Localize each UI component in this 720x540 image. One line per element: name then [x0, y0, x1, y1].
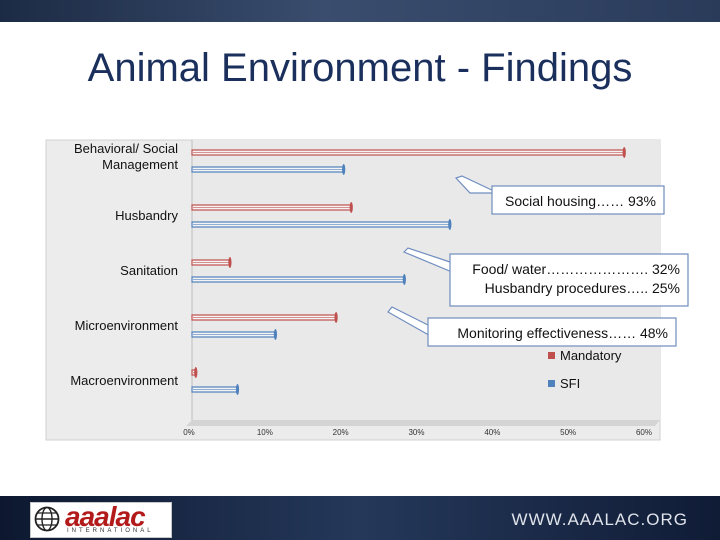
x-tick-label: 50%	[560, 428, 576, 437]
category-label: Microenvironment	[75, 318, 179, 333]
category-label: Sanitation	[120, 263, 178, 278]
website-url: WWW.AAALAC.ORG	[511, 510, 688, 529]
bar-cap	[349, 202, 353, 213]
top-banner	[0, 0, 720, 22]
plot-floor	[186, 420, 660, 426]
bar-cap	[622, 147, 626, 158]
category-label: Behavioral/ Social Management	[74, 141, 178, 172]
legend-swatch	[548, 380, 555, 387]
callout-box	[427, 317, 677, 347]
category-label: Husbandry	[115, 208, 178, 223]
callout-arrow	[454, 175, 499, 194]
footer-bar: aaalac INTERNATIONAL WWW.AAALAC.ORG	[0, 496, 720, 540]
callout-text: Food/ water…………………. 32% Husbandry procedu…	[472, 261, 680, 296]
bar-cap	[448, 219, 452, 230]
callout-box	[491, 185, 665, 215]
x-tick-label: 0%	[183, 428, 195, 437]
x-tick-label: 40%	[484, 428, 500, 437]
bar-cap	[342, 164, 346, 175]
bar-cap	[194, 367, 198, 378]
callout-text: Monitoring effectiveness…… 48%	[457, 325, 668, 341]
bar-cap	[334, 312, 338, 323]
bar-cap	[228, 257, 232, 268]
legend-label: SFI	[560, 376, 580, 391]
logo-wordmark: aaalac	[65, 501, 146, 532]
category-label: Macroenvironment	[70, 373, 178, 388]
x-tick-label: 60%	[636, 428, 652, 437]
x-tick-label: 10%	[257, 428, 273, 437]
bar-cap	[402, 274, 406, 285]
legend-swatch	[548, 352, 555, 359]
x-tick-label: 20%	[333, 428, 349, 437]
callout-text: Social housing…… 93%	[505, 193, 656, 209]
legend-label: Mandatory	[560, 348, 622, 363]
callout-box	[449, 253, 689, 307]
x-tick-label: 30%	[408, 428, 424, 437]
page-title: Animal Environment - Findings	[87, 46, 633, 90]
logo-subtext: INTERNATIONAL	[67, 528, 154, 534]
bar-cap	[273, 329, 278, 340]
aaalac-logo: aaalac INTERNATIONAL	[30, 501, 172, 538]
bar-cap	[235, 384, 240, 395]
globe-icon	[34, 506, 60, 532]
